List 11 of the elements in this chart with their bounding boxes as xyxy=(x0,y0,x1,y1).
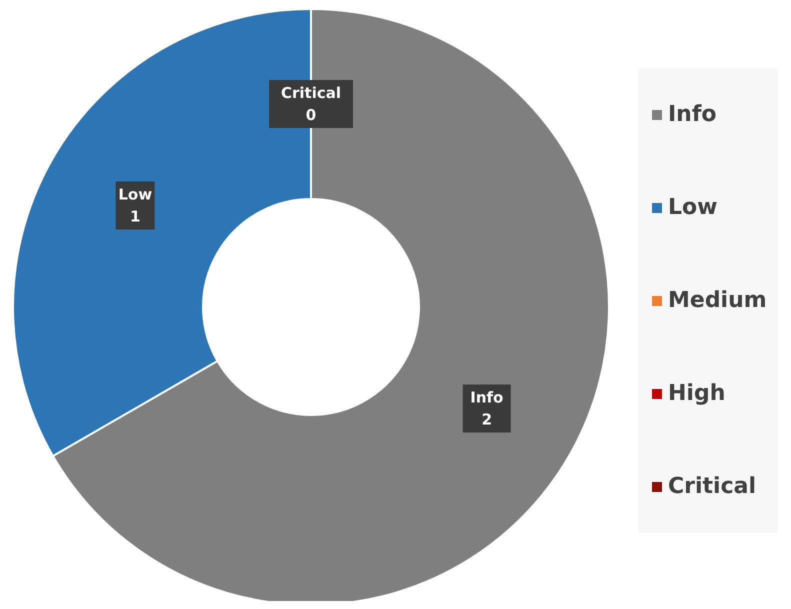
slice-label: Info xyxy=(470,388,504,406)
data-label: 1 xyxy=(130,208,140,226)
legend-label: Low xyxy=(668,195,718,220)
legend-label: Critical xyxy=(668,474,756,499)
text: 0 xyxy=(306,106,316,124)
data-label: 2 xyxy=(482,410,492,428)
legend-label: High xyxy=(668,381,726,406)
category-label: Critical xyxy=(280,84,342,102)
legend-label: Info xyxy=(668,102,717,127)
legend-label: Medium xyxy=(668,288,767,313)
slice-label: Low xyxy=(118,186,152,204)
